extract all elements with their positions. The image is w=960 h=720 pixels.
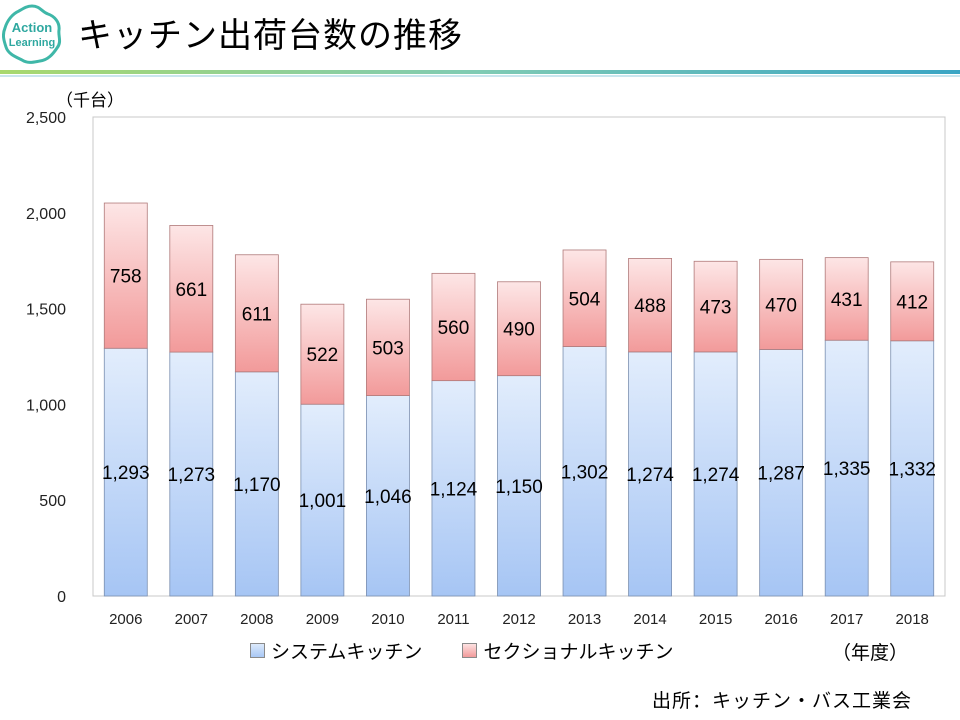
data-label-system: 1,170	[233, 475, 281, 496]
title-underline	[0, 70, 960, 77]
data-label-sectional: 504	[569, 289, 601, 310]
bar-system	[693, 351, 738, 597]
y-tick-label: 1,500	[26, 302, 66, 319]
legend-item-sectional: セクショナルキッチン	[462, 637, 673, 664]
bar-system	[103, 347, 148, 597]
stacked-bar-chart: 0 500 1,000 1,500 2,000 2,500 1,293 758 2006 1,27…	[26, 110, 946, 628]
x-tick-label: 2014	[633, 611, 666, 628]
bar-system	[890, 340, 935, 597]
x-tick-label: 2015	[699, 611, 732, 628]
logo-text-learning: Learning	[9, 37, 55, 49]
bar-system	[497, 375, 541, 597]
bar-sectional	[300, 303, 345, 405]
bar-sectional	[759, 258, 804, 350]
legend: システムキッチン セクショナルキッチン	[250, 637, 713, 664]
data-label-sectional: 560	[438, 318, 470, 339]
bar-sectional	[628, 258, 672, 353]
legend-item-system: システムキッチン	[250, 637, 422, 664]
y-tick-label: 0	[57, 589, 66, 606]
data-label-system: 1,046	[364, 487, 412, 508]
bar-system	[300, 403, 345, 597]
data-label-sectional: 661	[175, 280, 207, 301]
x-tick-label: 2012	[502, 611, 535, 628]
bar-system	[562, 346, 607, 597]
x-unit-label: （年度）	[832, 642, 909, 664]
data-label-system: 1,274	[626, 465, 674, 486]
bar-sectional	[431, 272, 476, 382]
bar-sectional	[890, 261, 935, 342]
data-label-sectional: 473	[700, 298, 732, 319]
data-label-system: 1,150	[495, 477, 543, 498]
y-tick-label: 1,000	[26, 397, 66, 414]
bar-sectional	[169, 225, 214, 353]
data-label-system: 1,274	[692, 465, 740, 486]
data-label-sectional: 470	[765, 295, 797, 316]
x-tick-label: 2006	[109, 611, 142, 628]
bar-sectional	[562, 249, 607, 347]
data-label-system: 1,273	[168, 465, 216, 486]
data-label-sectional: 488	[634, 296, 666, 317]
x-tick-label: 2017	[830, 611, 863, 628]
bar-system	[234, 371, 279, 597]
data-label-system: 1,335	[823, 459, 871, 480]
legend-swatch-sectional	[462, 642, 478, 658]
legend-label-sectional: セクショナルキッチン	[483, 640, 674, 663]
y-tick-label: 2,500	[26, 110, 66, 127]
bar-system	[824, 339, 869, 597]
bar-sectional	[234, 254, 279, 373]
data-label-sectional: 522	[307, 345, 339, 366]
data-label-system: 1,001	[299, 491, 347, 512]
x-tick-label: 2018	[896, 611, 929, 628]
x-tick-label: 2016	[764, 611, 797, 628]
x-tick-label: 2007	[175, 611, 208, 628]
data-label-sectional: 412	[896, 292, 928, 313]
y-unit-label: （千台）	[56, 91, 124, 111]
logo-text-action: Action	[12, 20, 53, 35]
data-label-system: 1,293	[102, 463, 150, 484]
source-note: 出所：キッチン・バス工業会	[652, 690, 913, 712]
x-tick-label: 2009	[306, 611, 339, 628]
legend-swatch-system	[250, 642, 265, 658]
data-label-system: 1,302	[561, 462, 609, 483]
x-tick-label: 2008	[240, 611, 273, 628]
data-label-system: 1,287	[757, 464, 805, 485]
data-label-sectional: 490	[503, 320, 535, 341]
data-label-sectional: 611	[242, 304, 272, 325]
x-tick-label: 2011	[437, 611, 469, 628]
x-tick-label: 2010	[371, 611, 404, 628]
action-learning-logo: Action Learning	[2, 4, 62, 64]
bar-sectional	[824, 257, 869, 341]
data-label-system: 1,332	[888, 459, 936, 480]
bar-system	[628, 351, 672, 597]
bar-sectional	[693, 260, 738, 353]
x-tick-label: 2013	[568, 611, 601, 628]
bar-sectional	[103, 202, 148, 349]
bar-system	[366, 395, 410, 597]
y-tick-label: 500	[39, 493, 66, 510]
bar-sectional	[497, 281, 541, 377]
data-label-sectional: 431	[831, 290, 863, 311]
data-label-sectional: 503	[372, 338, 404, 359]
legend-label-system: システムキッチン	[271, 640, 423, 663]
bar-sectional	[366, 298, 410, 396]
page-title: キッチン出荷台数の推移	[78, 16, 463, 56]
y-tick-label: 2,000	[26, 206, 66, 223]
bar-system	[431, 380, 476, 597]
data-label-system: 1,124	[430, 479, 478, 500]
bar-system	[169, 351, 214, 597]
data-label-sectional: 758	[110, 267, 142, 288]
